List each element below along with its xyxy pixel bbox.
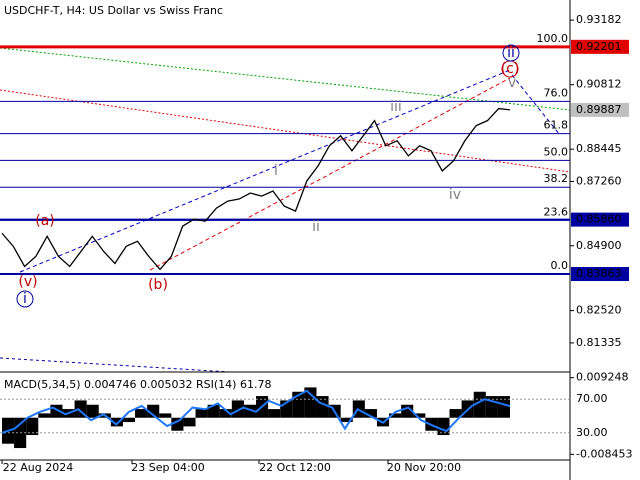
macd-bar	[38, 413, 51, 418]
indicator-label: MACD(5,34,5) 0.004746 0.005032 RSI(14) 6…	[4, 378, 271, 391]
rsi-line	[1, 389, 511, 434]
macd-bar	[449, 409, 462, 418]
y-tick-label: 0.90812	[576, 78, 622, 91]
price-label: 0.92201	[576, 40, 622, 53]
price-label-box	[571, 102, 629, 117]
fib-label: 76.0	[544, 86, 569, 99]
wave-label: iii	[390, 99, 402, 115]
macd-bar	[304, 387, 317, 418]
wave-label: (c)	[501, 61, 520, 77]
macd-bar	[159, 413, 172, 418]
fib-label: 23.6	[544, 205, 569, 218]
fib-label: 100.0	[537, 32, 569, 45]
price-line	[1, 107, 511, 271]
wave-label: i	[23, 291, 27, 307]
fib-label: 0.0	[551, 259, 569, 272]
x-tick-label: 22 Oct 12:00	[259, 461, 331, 474]
macd-bar	[364, 409, 377, 418]
fib-label: 38.2	[544, 172, 569, 185]
macd-bar	[219, 409, 232, 418]
price-label: 0.89887	[576, 103, 622, 116]
fib-label: 50.0	[544, 145, 569, 158]
price-label: 0.83863	[576, 267, 622, 280]
macd-bar	[268, 409, 281, 418]
wave-circle	[16, 290, 34, 308]
macd-bar	[231, 400, 244, 418]
y-tick-label: 70.00	[576, 392, 608, 405]
macd-bar	[316, 396, 329, 418]
price-label-box	[571, 267, 629, 282]
macd-bar	[473, 391, 486, 418]
x-tick-label: 23 Sep 04:00	[131, 461, 204, 474]
y-tick-label: 0.93182	[576, 13, 622, 26]
macd-bar	[207, 404, 220, 418]
wave-label: (b)	[148, 277, 168, 293]
y-tick-label: 0.88445	[576, 142, 622, 155]
trend-lines	[0, 47, 571, 373]
wave-label: (a)	[35, 213, 55, 229]
wave-label: ii	[507, 45, 515, 61]
macd-bar	[497, 396, 510, 418]
macd-bar	[122, 417, 136, 423]
macd-bar	[183, 417, 196, 427]
y-tick-label: 0.87260	[576, 174, 622, 187]
y-tick-label: 0.81335	[576, 336, 622, 349]
macd-bar	[135, 409, 148, 418]
y-tick-label: 0.009248	[576, 371, 629, 384]
y-tick-label: -0.008453	[576, 447, 632, 460]
macd-bar	[147, 404, 160, 418]
wave-label: ii	[312, 219, 320, 235]
macd-bar	[389, 413, 402, 418]
wave-label: (v)	[18, 274, 37, 290]
wave-circle	[502, 44, 520, 62]
macd-bar	[292, 391, 305, 418]
macd-bar	[110, 417, 123, 427]
wave-label: iv	[449, 187, 461, 203]
fib-label: 61.8	[544, 119, 569, 132]
y-tick-label: 0.84900	[576, 239, 622, 252]
macd-bar	[437, 417, 450, 436]
macd-bar	[340, 417, 353, 423]
x-tick-label: 20 Nov 20:00	[387, 461, 461, 474]
y-tick-label: 30.00	[576, 426, 608, 439]
wave-label: v	[508, 75, 516, 91]
macd-bar	[26, 417, 39, 436]
x-tick-label: 22 Aug 2024	[3, 461, 73, 474]
macd-bar	[413, 413, 426, 418]
price-label-box	[571, 39, 629, 54]
price-label: 0.85860	[576, 213, 622, 226]
wave-label: i	[274, 163, 278, 179]
y-tick-label: 0.82520	[576, 304, 622, 317]
title: USDCHF-T, H4: US Dollar vs Swiss Franc	[4, 4, 223, 17]
macd-bar	[86, 404, 99, 418]
macd-bar	[195, 409, 208, 418]
price-label-box	[571, 212, 629, 227]
